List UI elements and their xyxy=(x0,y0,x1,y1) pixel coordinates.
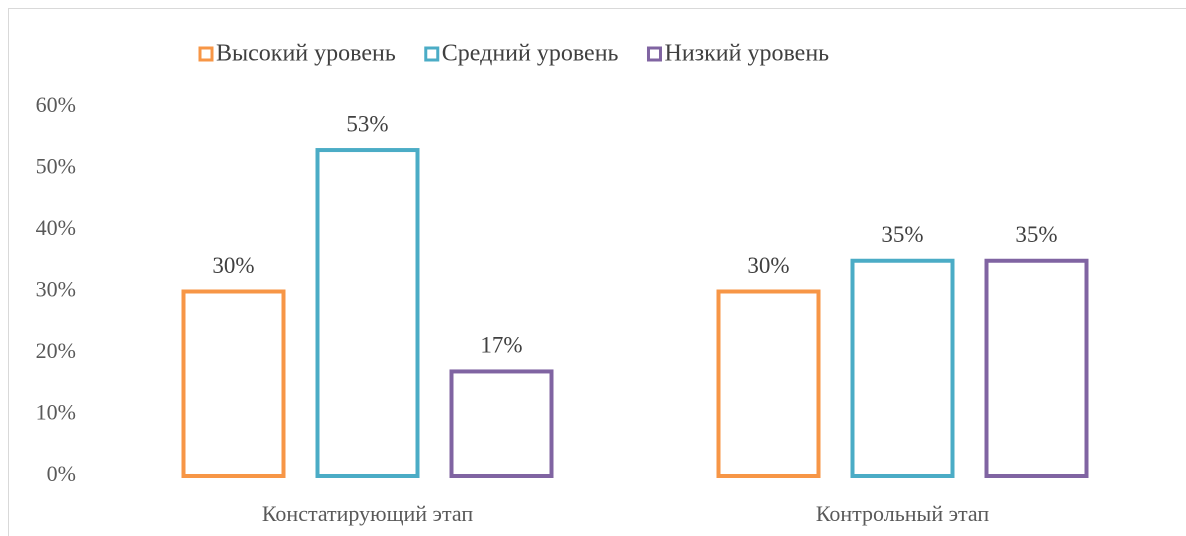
data-label: 17% xyxy=(480,333,522,358)
bar xyxy=(984,258,1089,478)
y-tick-label: 10% xyxy=(36,400,76,425)
bar xyxy=(181,289,286,478)
y-tick-label: 20% xyxy=(36,338,76,363)
legend-swatch xyxy=(424,46,440,62)
x-tick-label: Констатирующий этап xyxy=(262,501,474,526)
y-tick-label: 40% xyxy=(36,215,76,240)
x-tick-label: Контрольный этап xyxy=(816,501,990,526)
y-tick-label: 30% xyxy=(36,277,76,302)
bar xyxy=(850,258,955,478)
y-tick-label: 50% xyxy=(36,154,76,179)
legend-label: Высокий уровень xyxy=(216,41,396,67)
legend-swatch xyxy=(198,46,214,62)
data-label: 53% xyxy=(346,111,388,136)
y-tick-label: 60% xyxy=(36,92,76,117)
legend-label: Средний уровень xyxy=(442,41,619,67)
data-label: 35% xyxy=(881,222,923,247)
legend-swatch xyxy=(646,46,662,62)
bar xyxy=(449,369,554,479)
y-tick-label: 0% xyxy=(47,461,76,486)
legend: Высокий уровень Средний уровень Низкий уро… xyxy=(198,41,829,67)
data-label: 30% xyxy=(747,253,789,278)
bar xyxy=(315,148,420,479)
chart-border xyxy=(8,8,1186,536)
data-label: 30% xyxy=(212,253,254,278)
bar xyxy=(716,289,821,478)
data-label: 35% xyxy=(1015,222,1057,247)
legend-label: Низкий уровень xyxy=(664,41,829,67)
